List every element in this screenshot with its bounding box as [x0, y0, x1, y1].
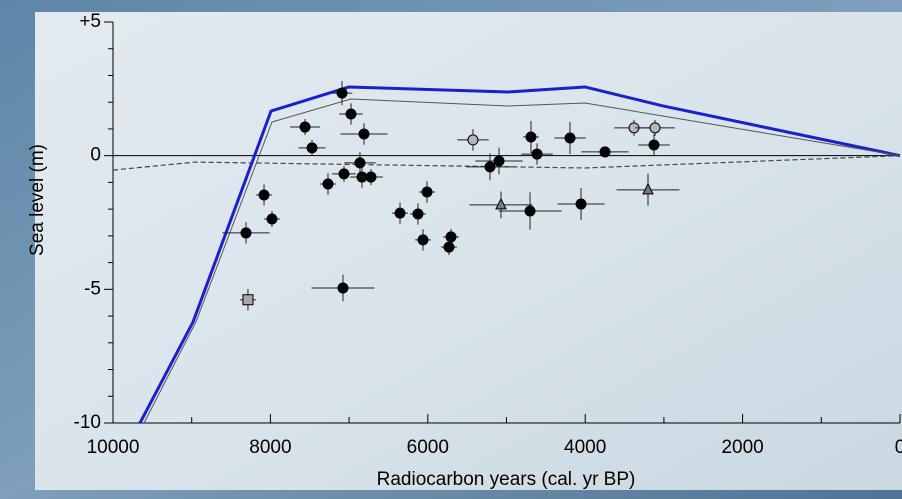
data-point	[338, 168, 350, 180]
x-tick-label: 6000	[407, 437, 449, 458]
data-point	[322, 178, 334, 190]
data-point	[642, 182, 654, 195]
data-point	[412, 208, 424, 220]
data-point	[394, 207, 406, 219]
data-point	[531, 148, 543, 160]
data-point	[354, 157, 366, 169]
data-point	[467, 134, 479, 146]
data-point	[336, 87, 348, 99]
data-point	[495, 197, 507, 210]
data-point	[306, 142, 318, 154]
data-point	[524, 205, 536, 217]
plot-panel	[35, 12, 902, 490]
data-point	[599, 146, 611, 158]
data-point	[575, 198, 587, 210]
data-point	[345, 108, 357, 120]
data-point	[648, 139, 660, 151]
data-point	[258, 189, 270, 201]
plot-area: +5 0 -5 -10 10000 8000 6000 4000 2000 0	[74, 11, 902, 458]
data-point	[649, 122, 661, 134]
data-point	[443, 241, 455, 253]
envelope-line	[138, 85, 901, 423]
y-axis-label: Sea level (m)	[27, 144, 48, 256]
x-tick-label: 8000	[249, 437, 291, 458]
x-tick-label: 2000	[721, 437, 763, 458]
data-point	[417, 234, 429, 246]
data-point	[365, 171, 377, 183]
data-point	[421, 186, 433, 198]
data-point	[337, 282, 349, 294]
x-tick-label: 10000	[87, 437, 140, 458]
data-point	[240, 227, 252, 239]
envelope-line	[143, 98, 901, 423]
y-tick-label: -5	[84, 278, 101, 299]
x-tick-label: 0	[895, 437, 902, 458]
data-point	[242, 294, 254, 306]
data-point	[525, 131, 537, 143]
data-point	[299, 121, 311, 133]
y-tick-label: 0	[90, 145, 101, 166]
data-point	[445, 231, 457, 243]
data-point	[266, 213, 278, 225]
envelope-line	[113, 155, 901, 171]
y-tick-label: -10	[74, 412, 101, 433]
data-point	[564, 132, 576, 144]
x-axis-label: Radiocarbon years (cal. yr BP)	[377, 469, 636, 490]
y-tick-label: +5	[79, 11, 101, 32]
data-point	[358, 128, 370, 140]
data-point	[484, 161, 496, 173]
data-point	[493, 155, 505, 167]
x-tick-label: 4000	[564, 437, 606, 458]
